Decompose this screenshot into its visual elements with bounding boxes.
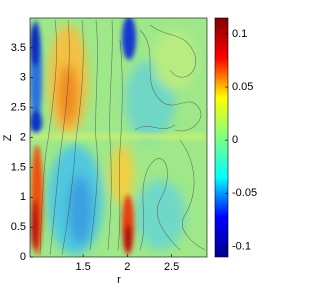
colorbar-tick-label: 0 [232,134,238,146]
streamlines [39,19,206,256]
field [30,18,207,257]
x-tick-label: 2.5 [164,261,179,273]
y-tick-label: 0 [20,251,26,263]
streamline [139,158,181,251]
y-tick-label: 1.5 [11,161,26,173]
x-tick-label: 1.5 [75,261,90,273]
streamline [149,24,197,78]
colorbar [214,17,229,258]
streamline [61,19,84,256]
streamline [134,124,176,131]
y-tick-label: 3 [20,72,26,84]
colorbar-tick-label: 0.1 [232,28,247,40]
streamline [39,19,57,256]
colorbar-tick-label: -0.05 [232,187,257,199]
streamline [179,139,206,251]
streamline [49,19,70,256]
chart: Z r 1.5 2 2.5 0 0.5 1 1.5 2 2.5 3 3.5 -0.1 -0.05 0 0.0… [2,17,257,286]
y-tick-label: 2.5 [11,102,26,114]
y-tick-label: 1 [20,191,26,203]
x-tick-label: 2 [124,261,130,273]
colorbar-tick-label: -0.1 [232,240,251,252]
field-stripes [30,18,207,255]
y-axis-label: Z [2,134,14,141]
streamline [107,19,113,251]
y-tick-label: 2 [20,131,26,143]
streamline [89,19,98,251]
y-tick-label: 0.5 [11,221,26,233]
streamline [117,39,123,251]
field-blobs [47,25,197,255]
x-axis-label: r [117,274,121,286]
streamline [139,29,202,132]
colorbar-tick-label: 0.05 [232,81,253,93]
y-tick-label: 3.5 [11,42,26,54]
